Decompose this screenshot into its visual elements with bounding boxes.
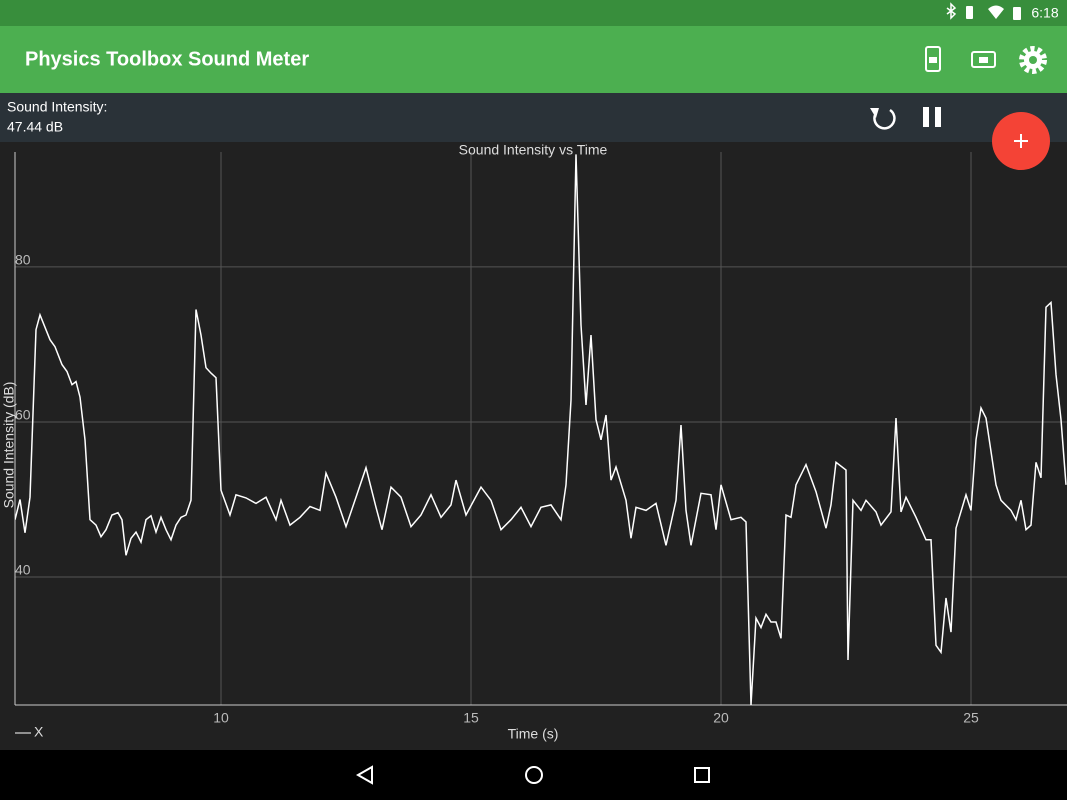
pause-button[interactable] (923, 107, 941, 127)
status-icons (946, 2, 1021, 20)
settings-button[interactable] (1019, 46, 1047, 74)
back-button[interactable] (355, 765, 373, 785)
y-tick-label: 40 (15, 562, 31, 578)
app-bar (0, 26, 1067, 93)
data-line (15, 154, 1067, 705)
nav-bar (0, 750, 1067, 800)
status-time: 6:18 (1031, 5, 1058, 21)
y-tick-label: 60 (15, 407, 31, 423)
status-bar (0, 0, 1067, 26)
y-tick-label: 80 (15, 252, 31, 268)
lock-orientation-button[interactable] (925, 46, 941, 72)
y-axis-label: Sound Intensity (dB) (1, 382, 17, 509)
add-button[interactable] (992, 112, 1050, 170)
chart-title: Sound Intensity vs Time (459, 142, 608, 158)
app-title: Physics Toolbox Sound Meter (25, 48, 309, 70)
home-button[interactable] (525, 766, 543, 784)
readout-label: Sound Intensity: (7, 99, 107, 115)
x-tick-label: 25 (963, 710, 979, 726)
reset-button[interactable] (870, 108, 896, 130)
x-axis-label: Time (s) (508, 726, 559, 742)
screen-lock-button[interactable] (971, 51, 996, 68)
readout-bar (0, 93, 1067, 142)
x-tick-label: 10 (213, 710, 229, 726)
x-tick-label: 15 (463, 710, 479, 726)
chart: 40 60 80 10 15 20 25 Sound Intensity vs Time Tim… (1, 142, 1067, 742)
readout-value: 47.44 dB (7, 119, 63, 135)
x-tick-label: 20 (713, 710, 729, 726)
legend-label: X (34, 724, 44, 740)
recents-button[interactable] (694, 767, 710, 783)
